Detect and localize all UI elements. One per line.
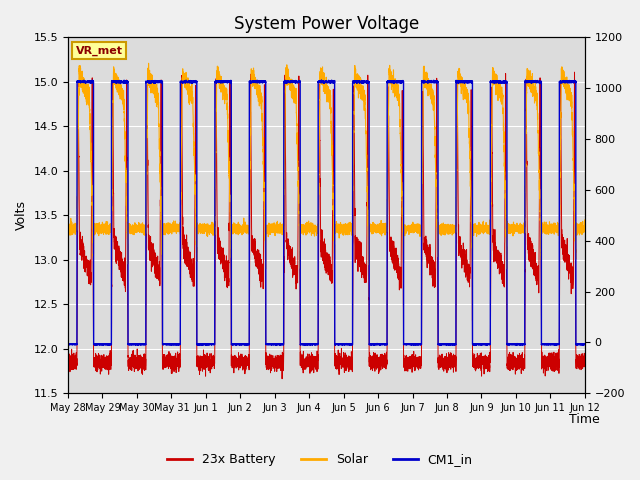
X-axis label: Time: Time bbox=[570, 413, 600, 426]
Text: VR_met: VR_met bbox=[76, 45, 123, 56]
Title: System Power Voltage: System Power Voltage bbox=[234, 15, 419, 33]
Legend: 23x Battery, Solar, CM1_in: 23x Battery, Solar, CM1_in bbox=[163, 448, 477, 471]
Y-axis label: Volts: Volts bbox=[15, 200, 28, 230]
